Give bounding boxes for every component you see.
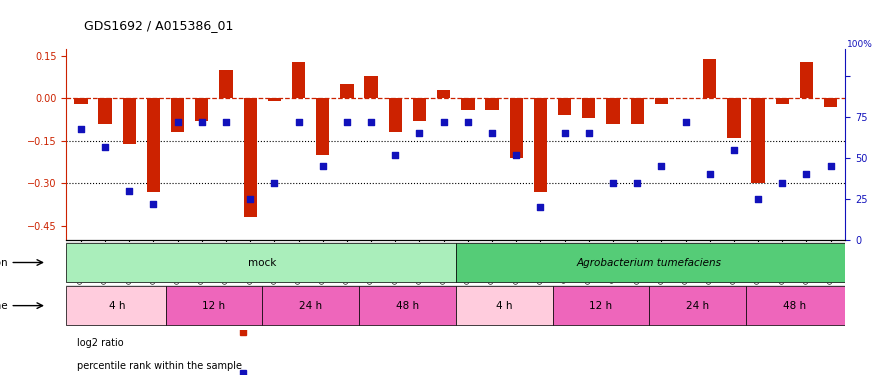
Bar [165,286,262,326]
Text: 100%: 100% [847,40,873,49]
Point [412,130,427,136]
Point [122,188,136,194]
Text: Agrobacterium tumefaciens: Agrobacterium tumefaciens [577,258,722,267]
Text: 48 h: 48 h [396,301,419,310]
Bar [703,58,716,98]
Point [73,126,88,132]
Bar [359,286,456,326]
Bar [800,62,813,98]
Bar [66,286,165,326]
Point [509,152,523,158]
Bar [727,98,741,138]
Text: mock: mock [248,258,276,267]
Text: time: time [0,301,8,310]
Point [436,119,450,125]
Point [389,152,403,158]
Point [316,163,330,169]
Point [824,163,838,169]
Point [654,163,668,169]
Bar [558,98,571,116]
Point [485,130,499,136]
Point [534,204,548,210]
Bar [552,286,650,326]
Text: 4 h: 4 h [496,301,512,310]
Text: 12 h: 12 h [589,301,612,310]
Bar [219,70,233,98]
Text: percentile rank within the sample: percentile rank within the sample [77,361,242,371]
Point [98,144,112,150]
Bar [66,243,456,282]
Point [171,119,185,125]
Bar [461,98,474,109]
Bar [292,62,305,98]
Point [146,201,160,207]
Bar [98,98,112,124]
Bar [365,76,378,98]
Point [703,171,717,177]
Bar [746,286,845,326]
Bar [751,98,765,183]
Point [799,171,813,177]
Bar [196,98,209,121]
Bar [412,98,427,121]
Bar [268,98,281,101]
Point [340,119,354,125]
Point [558,130,572,136]
Point [219,119,233,125]
Point [727,147,741,153]
Bar [582,98,596,118]
Bar [389,98,402,132]
Bar [485,98,499,109]
Point [267,180,281,186]
Point [751,196,766,202]
Bar [630,98,643,124]
Point [461,119,475,125]
Point [630,180,644,186]
Bar [655,98,668,104]
Bar [74,98,88,104]
Bar [775,98,789,104]
Bar [456,286,552,326]
Text: 24 h: 24 h [299,301,322,310]
Bar [262,286,359,326]
Text: infection: infection [0,258,8,267]
Point [775,180,789,186]
Point [291,119,305,125]
Bar [650,286,746,326]
Text: 12 h: 12 h [203,301,226,310]
Text: log2 ratio: log2 ratio [77,339,124,348]
Bar [171,98,184,132]
Bar [437,90,450,98]
Bar [534,98,547,192]
Bar [510,98,523,158]
Point [243,196,258,202]
Bar [147,98,160,192]
Text: 48 h: 48 h [783,301,806,310]
Bar [316,98,329,155]
Bar [606,98,619,124]
Bar [456,243,845,282]
Point [364,119,378,125]
Bar [123,98,136,144]
Bar [243,98,257,218]
Text: 4 h: 4 h [109,301,126,310]
Bar [341,84,354,98]
Bar [824,98,837,107]
Point [679,119,693,125]
Point [195,119,209,125]
Point [581,130,596,136]
Text: GDS1692 / A015386_01: GDS1692 / A015386_01 [84,19,234,32]
Text: 24 h: 24 h [686,301,709,310]
Point [606,180,620,186]
